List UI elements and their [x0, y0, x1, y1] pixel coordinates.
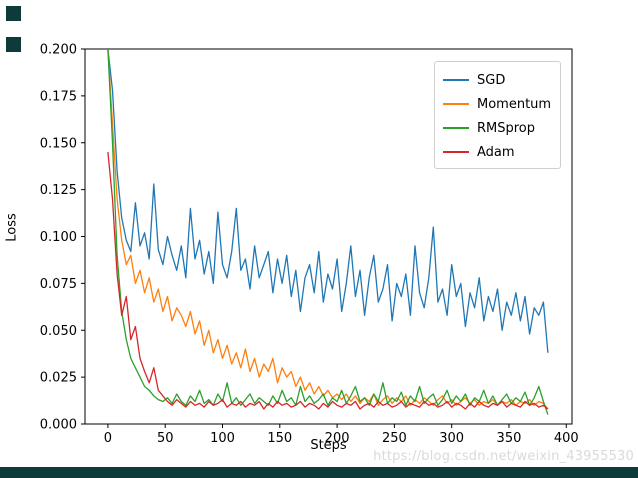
legend-label: RMSprop [477, 120, 536, 136]
legend-item-rmsprop: RMSprop [443, 116, 552, 140]
frame-square-second [6, 37, 21, 52]
series-line-momentum [107, 49, 549, 410]
legend: SGD Momentum RMSprop Adam [434, 61, 561, 169]
frame-bottom-bar [0, 467, 638, 478]
x-tick-label: 400 [554, 431, 579, 446]
y-tick-label: 0.000 [40, 418, 77, 433]
y-tick-label: 0.175 [40, 89, 77, 104]
legend-line-swatch [443, 151, 469, 153]
series-line-adam [107, 152, 549, 410]
y-tick-label: 0.025 [40, 371, 77, 386]
x-tick-label: 50 [157, 431, 174, 446]
legend-line-swatch [443, 79, 469, 81]
y-tick-label: 0.050 [40, 324, 77, 339]
y-axis-label: Loss [4, 213, 20, 242]
legend-line-swatch [443, 127, 469, 129]
legend-item-momentum: Momentum [443, 92, 552, 116]
y-tick-label: 0.125 [40, 183, 77, 198]
series-line-sgd [107, 49, 549, 353]
frame-square-top [6, 6, 21, 21]
legend-label: Adam [477, 144, 515, 160]
legend-item-adam: Adam [443, 140, 552, 164]
x-tick-label: 150 [267, 431, 292, 446]
y-tick-label: 0.075 [40, 277, 77, 292]
series-line-rmsprop [107, 49, 549, 415]
x-tick-label: 300 [439, 431, 464, 446]
y-tick-label: 0.200 [40, 43, 77, 58]
legend-item-sgd: SGD [443, 68, 552, 92]
x-axis-label: Steps [310, 438, 347, 453]
y-tick-label: 0.150 [40, 136, 77, 151]
x-tick-label: 100 [210, 431, 235, 446]
legend-label: Momentum [477, 96, 552, 112]
legend-label: SGD [477, 72, 506, 88]
x-tick-label: 350 [497, 431, 522, 446]
x-tick-label: 200 [325, 431, 350, 446]
y-tick-label: 0.100 [40, 230, 77, 245]
legend-line-swatch [443, 103, 469, 105]
x-tick-label: 0 [104, 431, 112, 446]
x-tick-label: 250 [382, 431, 407, 446]
